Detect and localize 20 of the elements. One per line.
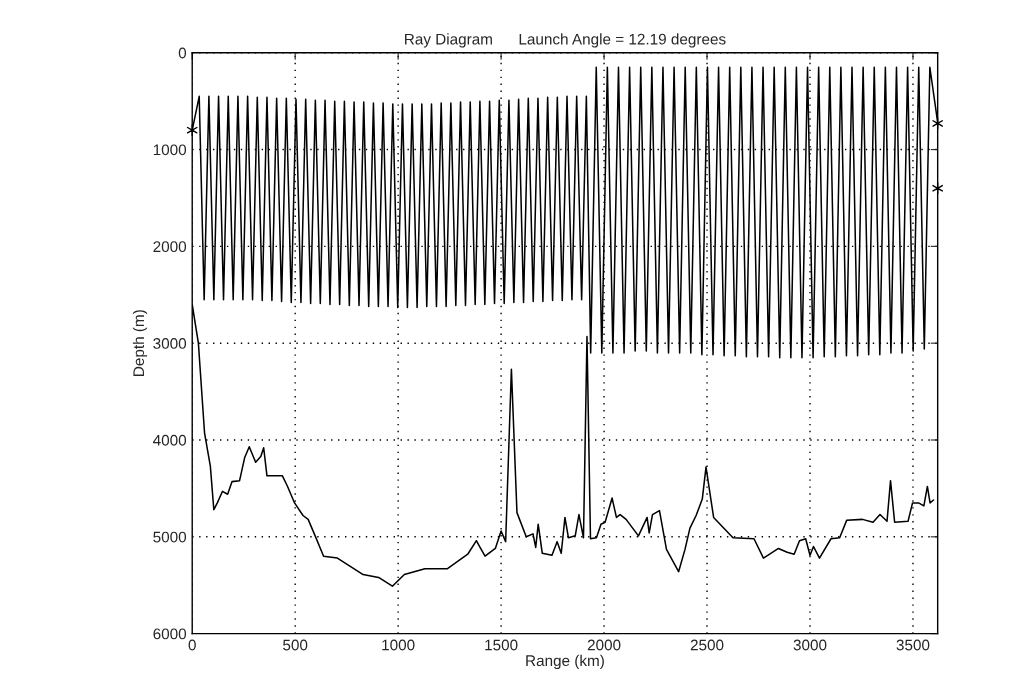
x-tick-label: 1500: [485, 639, 518, 651]
y-tick-label: 6000: [153, 628, 187, 640]
y-axis-title: Depth (m): [132, 310, 148, 376]
x-axis-title: Range (km): [526, 654, 604, 670]
x-tick-label: 2500: [690, 639, 724, 651]
y-tick-label: 0: [178, 47, 187, 59]
x-tick-label: 2000: [587, 639, 621, 651]
point: [932, 117, 944, 130]
y-tick-label: 1000: [153, 144, 187, 156]
x-tick-label: 500: [283, 639, 308, 651]
y-tick-label: 2000: [153, 241, 187, 253]
x-tick-label: 1000: [382, 639, 415, 651]
y-tick-label: 3000: [153, 338, 187, 349]
chart-title: Ray Diagram Launch Angle = 12.19 degrees: [405, 33, 726, 48]
y-tick-label: 4000: [153, 434, 187, 446]
x-tick-label: 3000: [793, 639, 827, 651]
y-tick-label: 5000: [153, 531, 187, 543]
x-tick-label: 0: [188, 639, 196, 651]
point: [186, 124, 198, 137]
x-tick-label: 3500: [896, 639, 930, 651]
